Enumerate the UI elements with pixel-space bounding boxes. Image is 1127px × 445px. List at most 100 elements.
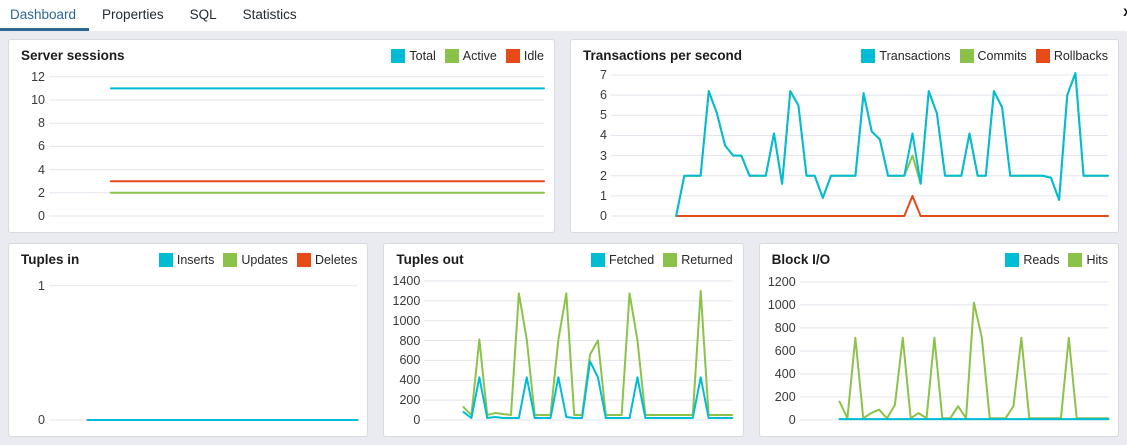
legend-label: Rollbacks (1053, 48, 1108, 63)
y-tick-label: 0 (38, 413, 45, 427)
legend-item-inserts: Inserts (158, 252, 215, 267)
y-axis: 0 1 2 3 4 5 6 7 (575, 68, 611, 223)
y-tick-label: 7 (600, 68, 607, 83)
y-tick-label: 600 (399, 353, 421, 368)
legend-label: Deletes (314, 252, 358, 267)
legend-label: Fetched (609, 252, 655, 267)
legend-item-total: Total (391, 48, 436, 63)
y-tick-label: 1400 (392, 273, 421, 288)
plot-area (611, 71, 1108, 216)
plot-area (49, 71, 544, 216)
y-tick-label: 200 (399, 393, 421, 408)
y-tick-label: 10 (31, 93, 45, 107)
legend-swatch (505, 48, 520, 63)
close-icon[interactable]: x (1123, 4, 1127, 18)
panel-title: Block I/O (771, 252, 831, 267)
panel-header: Tuples in Inserts Updates Deletes (9, 244, 367, 267)
y-tick-label: 800 (774, 320, 796, 335)
legend-swatch (1068, 252, 1083, 267)
line-chart-svg (424, 275, 732, 420)
legend-swatch (296, 252, 311, 267)
plot-area (49, 275, 357, 420)
series-line-returned (464, 291, 733, 415)
legend-swatch (591, 252, 606, 267)
y-tick-label: 0 (600, 209, 607, 223)
chart-legend: Fetched Returned (591, 252, 733, 267)
y-tick-label: 800 (399, 333, 421, 348)
legend-label: Inserts (176, 252, 215, 267)
legend-label: Reads (1023, 252, 1060, 267)
legend-label: Active (462, 48, 497, 63)
y-tick-label: 1 (600, 188, 607, 203)
panel-tuples-out: Tuples out Fetched Returned 0 200 400 600 800… (383, 243, 744, 437)
legend-swatch (861, 48, 876, 63)
legend-swatch (1035, 48, 1050, 63)
y-axis: 0 2 4 6 8 10 12 (13, 69, 49, 223)
panel-server-sessions: Server sessions Total Active Idle 0 2 4 6 8 10 1… (8, 39, 555, 233)
tab-properties[interactable]: Properties (102, 6, 164, 22)
chart-legend: Reads Hits (1005, 252, 1108, 267)
plot-area (424, 275, 732, 420)
legend-swatch (663, 252, 678, 267)
panel-title: Server sessions (21, 48, 125, 63)
legend-item-rollbacks: Rollbacks (1035, 48, 1108, 63)
legend-item-updates: Updates (223, 252, 288, 267)
chart-legend: Total Active Idle (391, 48, 544, 63)
legend-label: Updates (241, 252, 288, 267)
chart-block-io: 0 200 400 600 800 1000 1200 (760, 267, 1118, 436)
line-chart-svg (611, 71, 1108, 216)
panel-block-io: Block I/O Reads Hits 0 200 400 600 800 1000 120… (758, 243, 1119, 437)
legend-swatch (959, 48, 974, 63)
y-tick-label: 6 (600, 88, 607, 103)
y-tick-label: 600 (774, 343, 796, 358)
legend-item-commits: Commits (959, 48, 1027, 63)
legend-item-reads: Reads (1005, 252, 1060, 267)
legend-swatch (391, 48, 406, 63)
series-line-transactions (676, 73, 1108, 216)
y-tick-label: 0 (788, 413, 796, 427)
y-tick-label: 4 (38, 162, 45, 177)
legend-swatch (223, 252, 238, 267)
y-tick-label: 5 (600, 108, 607, 123)
y-tick-label: 3 (600, 148, 607, 163)
y-tick-label: 0 (38, 209, 45, 223)
chart-legend: Transactions Commits Rollbacks (861, 48, 1108, 63)
legend-label: Returned (681, 252, 733, 267)
legend-label: Idle (523, 48, 544, 63)
y-tick-label: 4 (600, 128, 607, 143)
y-tick-label: 0 (413, 413, 421, 427)
panel-header: Tuples out Fetched Returned (384, 244, 742, 267)
y-tick-label: 2 (38, 185, 45, 200)
y-tick-label: 1000 (392, 313, 421, 328)
legend-item-idle: Idle (505, 48, 544, 63)
y-axis: 0 200 400 600 800 1000 1200 (764, 275, 800, 427)
legend-item-fetched: Fetched (591, 252, 655, 267)
chart-legend: Inserts Updates Deletes (158, 252, 358, 267)
tab-dashboard[interactable]: Dashboard (0, 0, 90, 31)
series-line-hits (839, 303, 1108, 419)
legend-swatch (158, 252, 173, 267)
chart-transactions-per-second: 0 1 2 3 4 5 6 7 (571, 63, 1118, 232)
panel-header: Transactions per second Transactions Comm… (571, 40, 1118, 63)
y-axis: 0 200 400 600 800 1000 1200 1400 (388, 273, 424, 427)
legend-label: Hits (1086, 252, 1108, 267)
y-tick-label: 6 (38, 139, 45, 154)
line-chart-svg (49, 71, 544, 216)
legend-label: Transactions (879, 48, 951, 63)
panel-header: Block I/O Reads Hits (760, 244, 1118, 267)
legend-item-active: Active (444, 48, 497, 63)
plot-area (800, 275, 1108, 420)
series-line-commits (676, 73, 1108, 216)
tab-statistics[interactable]: Statistics (242, 6, 297, 22)
legend-item-hits: Hits (1068, 252, 1108, 267)
tab-sql[interactable]: SQL (189, 6, 217, 22)
legend-swatch (1005, 252, 1020, 267)
panel-title: Tuples out (396, 252, 464, 267)
legend-label: Total (409, 48, 436, 63)
series-line-rollbacks (676, 196, 1108, 216)
dashboard-row-top: Server sessions Total Active Idle 0 2 4 6 8 10 1… (8, 39, 1119, 233)
y-tick-label: 12 (31, 69, 45, 84)
